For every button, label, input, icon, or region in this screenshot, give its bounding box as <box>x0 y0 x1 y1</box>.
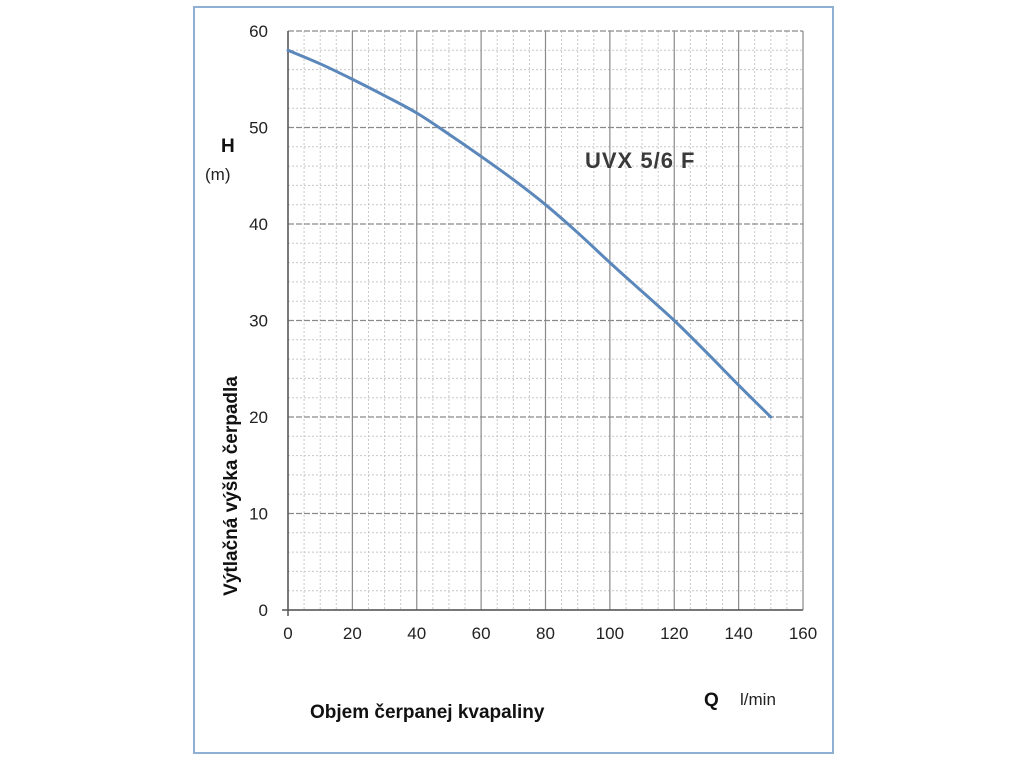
x-axis-unit: l/min <box>740 690 776 709</box>
chart-title: UVX 5/6 F <box>585 148 695 173</box>
y-tick-label: 10 <box>249 505 268 524</box>
x-tick-label: 80 <box>536 624 555 643</box>
pump-curve-line <box>286 48 773 419</box>
y-tick-labels: 0 10 20 30 40 50 60 <box>249 22 268 620</box>
x-tick-label: 160 <box>789 624 817 643</box>
x-tick-label: 60 <box>472 624 491 643</box>
y-axis-unit: (m) <box>205 165 230 184</box>
y-tick-label: 30 <box>249 312 268 331</box>
x-axis-letter: Q <box>704 690 719 711</box>
x-tick-label: 20 <box>343 624 362 643</box>
x-tick-label: 140 <box>724 624 752 643</box>
x-tick-labels: 0 20 40 60 80 100 120 140 160 <box>283 624 817 643</box>
y-tick-label: 50 <box>249 119 268 138</box>
y-axis-label: Výtlačná výška čerpadla <box>221 376 242 596</box>
y-tick-label: 0 <box>259 601 268 620</box>
x-axis-label: Objem čerpanej kvapaliny <box>310 702 545 723</box>
x-tick-label: 40 <box>407 624 426 643</box>
y-axis-letter: H <box>221 136 235 157</box>
x-tick-label: 100 <box>596 624 624 643</box>
y-tick-label: 40 <box>249 215 268 234</box>
x-tick-label: 120 <box>660 624 688 643</box>
x-tick-label: 0 <box>283 624 292 643</box>
chart-frame: 0 20 40 60 80 100 120 140 160 0 10 20 30 40 50 60 UVX … <box>193 6 834 754</box>
pump-curve-chart: 0 20 40 60 80 100 120 140 160 0 10 20 30 40 50 60 UVX … <box>205 22 817 723</box>
y-tick-label: 60 <box>249 22 268 41</box>
y-tick-label: 20 <box>249 408 268 427</box>
